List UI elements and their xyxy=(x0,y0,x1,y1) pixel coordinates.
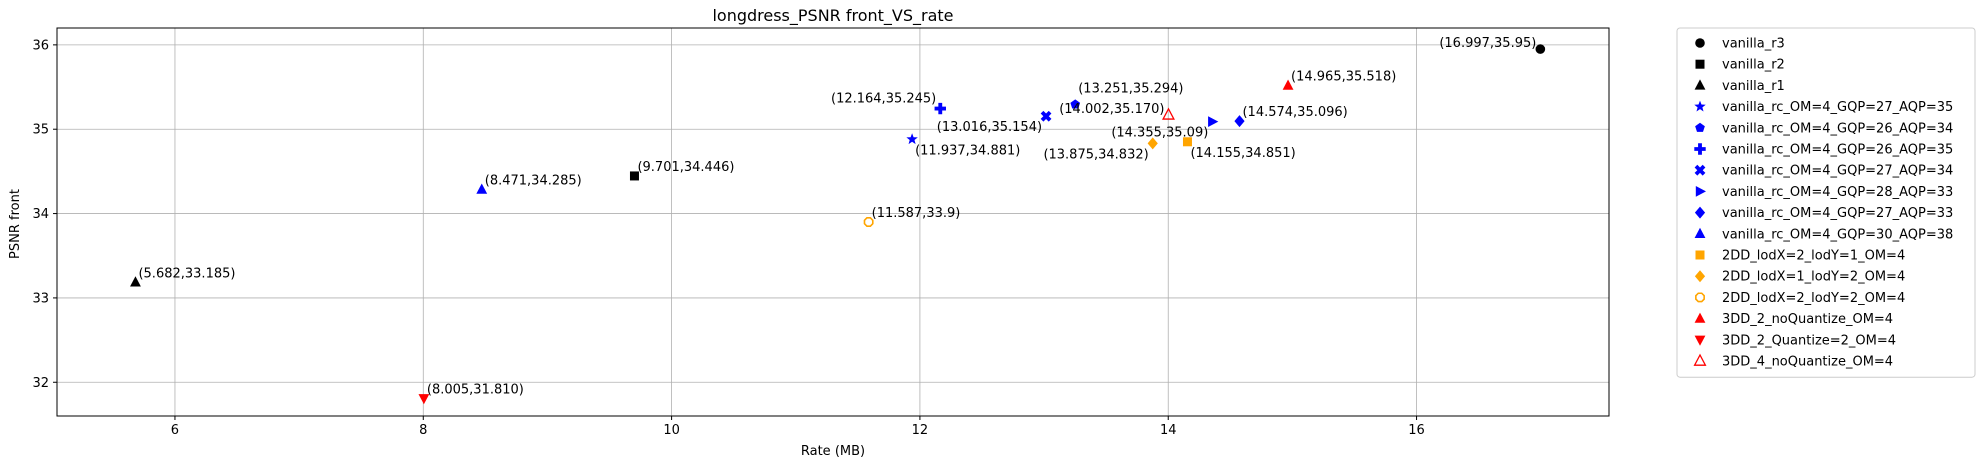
data-point-label: (13.016,35.154) xyxy=(937,120,1042,135)
x-tick-label: 6 xyxy=(171,423,179,438)
legend-entry-label: vanilla_r2 xyxy=(1722,58,1785,73)
data-point-label: (9.701,34.446) xyxy=(637,160,734,175)
data-point-marker xyxy=(629,171,639,181)
grid-lines xyxy=(57,28,1609,416)
legend-marker xyxy=(1695,186,1706,197)
legend-marker xyxy=(1694,206,1706,219)
y-tick-label: 32 xyxy=(32,376,49,391)
data-point-marker xyxy=(418,394,430,405)
legend-marker xyxy=(1694,164,1706,176)
data-point-marker xyxy=(1282,79,1294,90)
legend-marker xyxy=(1695,122,1705,132)
legend-entry-label: vanilla_rc_OM=4_GQP=27_AQP=33 xyxy=(1722,206,1953,221)
data-point-label: (14.002,35.170) xyxy=(1059,102,1164,117)
data-point-marker xyxy=(1162,107,1175,120)
legend-marker xyxy=(1695,59,1705,69)
y-tick-label: 36 xyxy=(32,38,49,53)
legend: vanilla_r3 vanilla_r2 vanilla_r1 vanilla_rc… xyxy=(1676,27,1976,378)
x-tick-label: 10 xyxy=(663,423,680,438)
y-tick-label: 33 xyxy=(32,291,49,306)
data-point-label: (14.574,35.096) xyxy=(1242,105,1347,120)
legend-entry-label: vanilla_r3 xyxy=(1722,37,1785,52)
data-point-label: (11.937,34.881) xyxy=(915,143,1020,158)
data-point-marker xyxy=(1040,110,1052,122)
data-point-label: (13.875,34.832) xyxy=(1043,147,1148,162)
data-point-marker xyxy=(130,276,141,287)
legend-marker xyxy=(1694,335,1706,346)
legend-marker xyxy=(1694,79,1706,90)
data-point-marker xyxy=(1208,116,1219,128)
legend-entry-label: vanilla_rc_OM=4_GQP=27_AQP=34 xyxy=(1722,164,1953,179)
legend-marker xyxy=(1693,353,1707,366)
legend-entry-label: 2DD_lodX=2_lodY=1_OM=4 xyxy=(1722,249,1905,264)
chart-title: longdress_PSNR front_VS_rate xyxy=(712,6,953,26)
x-tick-label: 16 xyxy=(1408,423,1425,438)
legend-marker xyxy=(1694,143,1706,155)
data-point-label: (11.587,33.9) xyxy=(872,206,961,221)
legend-entry-label: vanilla_r1 xyxy=(1722,79,1785,94)
legend-marker xyxy=(1695,38,1705,48)
data-point-label: (8.005,31.810) xyxy=(427,382,524,397)
legend-entry-label: vanilla_rc_OM=4_GQP=26_AQP=35 xyxy=(1722,143,1953,158)
data-point-marker xyxy=(863,217,874,227)
y-axis-label: PSNR front xyxy=(8,189,23,259)
data-point-marker xyxy=(906,133,918,145)
legend-entry-label: 3DD_2_noQuantize_OM=4 xyxy=(1722,312,1893,327)
legend-entry-label: vanilla_rc_OM=4_GQP=27_AQP=35 xyxy=(1722,100,1953,115)
data-point-label: (16.997,35.95) xyxy=(1439,36,1536,51)
data-point-marker xyxy=(1182,137,1192,147)
data-point-marker xyxy=(934,102,946,115)
legend-entry-label: vanilla_rc_OM=4_GQP=28_AQP=33 xyxy=(1722,185,1953,200)
data-labels: (16.997,35.95) (9.701,34.446) (5.682,33.18… xyxy=(138,36,1536,397)
data-points xyxy=(130,44,1546,405)
data-point-marker xyxy=(1535,44,1546,54)
data-point-marker xyxy=(1147,137,1158,150)
x-axis-label: Rate (MB) xyxy=(801,444,865,459)
data-point-label: (14.155,34.851) xyxy=(1190,146,1295,161)
legend-marker xyxy=(1694,227,1706,238)
x-tick-label: 12 xyxy=(912,423,929,438)
data-point-label: (14.965,35.518) xyxy=(1291,70,1396,85)
legend-marker xyxy=(1694,270,1706,283)
legend-entry-label: 3DD_4_noQuantize_OM=4 xyxy=(1722,355,1893,370)
legend-marker xyxy=(1695,292,1705,303)
legend-entry-label: vanilla_rc_OM=4_GQP=26_AQP=34 xyxy=(1722,121,1953,136)
data-point-marker xyxy=(1070,99,1081,109)
x-tick-label: 14 xyxy=(1160,423,1177,438)
data-point-label: (5.682,33.185) xyxy=(138,266,235,281)
axis-ticks: 6 8 10 12 14 16 32 33 34 35 36 xyxy=(32,38,1424,438)
data-point-marker xyxy=(1234,115,1245,128)
y-tick-label: 34 xyxy=(32,207,49,222)
legend-entry-label: vanilla_rc_OM=4_GQP=30_AQP=38 xyxy=(1722,227,1953,242)
plot-area xyxy=(56,27,1610,417)
data-point-label: (12.164,35.245) xyxy=(831,92,936,107)
legend-marker xyxy=(1695,250,1705,260)
data-point-label: (8.471,34.285) xyxy=(485,174,582,189)
x-tick-label: 8 xyxy=(419,423,427,438)
y-tick-label: 35 xyxy=(32,123,49,138)
legend-marker xyxy=(1694,312,1706,323)
legend-box xyxy=(1676,27,1976,378)
legend-marker xyxy=(1694,100,1706,112)
data-point-label: (13.251,35.294) xyxy=(1078,81,1183,96)
data-point-label: (14.355,35.09) xyxy=(1111,126,1208,141)
data-point-marker xyxy=(476,183,488,194)
legend-entry-label: 2DD_lodX=1_lodY=2_OM=4 xyxy=(1722,270,1905,285)
legend-entry-label: 3DD_2_Quantize=2_OM=4 xyxy=(1722,333,1896,348)
legend-entry-label: 2DD_lodX=2_lodY=2_OM=4 xyxy=(1722,291,1905,306)
